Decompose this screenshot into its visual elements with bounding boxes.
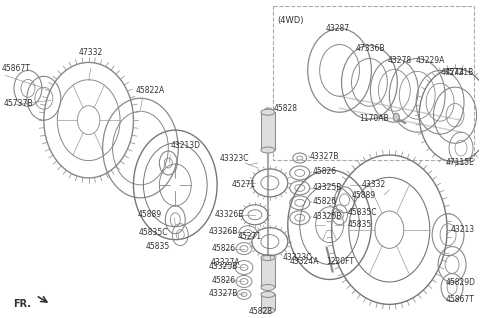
- Text: 45826: 45826: [212, 244, 236, 253]
- Text: 45828: 45828: [274, 104, 298, 113]
- Text: 47332: 47332: [79, 48, 103, 57]
- Text: 47336B: 47336B: [356, 44, 385, 53]
- Text: 45835C: 45835C: [138, 228, 168, 237]
- Ellipse shape: [261, 291, 275, 297]
- Ellipse shape: [261, 147, 275, 153]
- Ellipse shape: [393, 113, 399, 121]
- Text: 45889: 45889: [137, 210, 162, 219]
- Ellipse shape: [261, 109, 275, 115]
- Text: 45889: 45889: [351, 191, 376, 200]
- Text: 43325B: 43325B: [312, 212, 342, 221]
- Text: 43327A: 43327A: [210, 258, 240, 267]
- Bar: [261, 294, 275, 310]
- Text: 43278: 43278: [387, 56, 411, 65]
- Text: 43327B: 43327B: [310, 151, 339, 161]
- Text: 43326E: 43326E: [215, 210, 244, 219]
- Text: 43332: 43332: [361, 180, 386, 190]
- Text: 45867T: 45867T: [446, 295, 475, 304]
- Text: 43287: 43287: [325, 24, 350, 33]
- Text: 45829D: 45829D: [446, 278, 476, 287]
- Text: 45826: 45826: [212, 276, 236, 285]
- Text: 45737B: 45737B: [4, 99, 34, 108]
- Text: 43213D: 43213D: [170, 141, 200, 149]
- Text: 47244: 47244: [441, 68, 466, 77]
- Text: 1220FT: 1220FT: [326, 257, 355, 266]
- Text: 43325B: 43325B: [208, 262, 238, 271]
- Text: 43325B: 43325B: [312, 183, 342, 192]
- Text: 45828: 45828: [249, 307, 273, 316]
- Text: 45835C: 45835C: [348, 208, 377, 217]
- Text: 43229A: 43229A: [415, 56, 444, 65]
- Text: FR.: FR.: [13, 299, 31, 309]
- Text: 45835: 45835: [145, 242, 169, 251]
- Text: 45826: 45826: [312, 168, 337, 176]
- Text: (4WD): (4WD): [277, 16, 303, 24]
- Text: 47115E: 47115E: [446, 158, 475, 168]
- Text: 45822A: 45822A: [135, 86, 165, 95]
- Text: 43326B: 43326B: [208, 227, 238, 236]
- Ellipse shape: [261, 284, 275, 290]
- Text: 43324A: 43324A: [290, 257, 319, 266]
- Text: 45867T: 45867T: [2, 64, 31, 73]
- Bar: [261, 258, 275, 287]
- Text: 45826: 45826: [312, 197, 337, 206]
- Ellipse shape: [261, 255, 275, 260]
- Text: 45835: 45835: [348, 220, 372, 229]
- Text: 1170AB: 1170AB: [360, 114, 389, 123]
- Text: 45271: 45271: [232, 180, 256, 190]
- Text: 45721B: 45721B: [445, 68, 474, 77]
- Text: 45271: 45271: [238, 232, 262, 241]
- Ellipse shape: [261, 308, 275, 313]
- Text: 43213: 43213: [451, 225, 475, 234]
- Bar: [261, 112, 275, 150]
- Text: 43323C: 43323C: [283, 253, 312, 262]
- Text: 43323C: 43323C: [220, 154, 250, 162]
- Text: 43327B: 43327B: [208, 289, 238, 298]
